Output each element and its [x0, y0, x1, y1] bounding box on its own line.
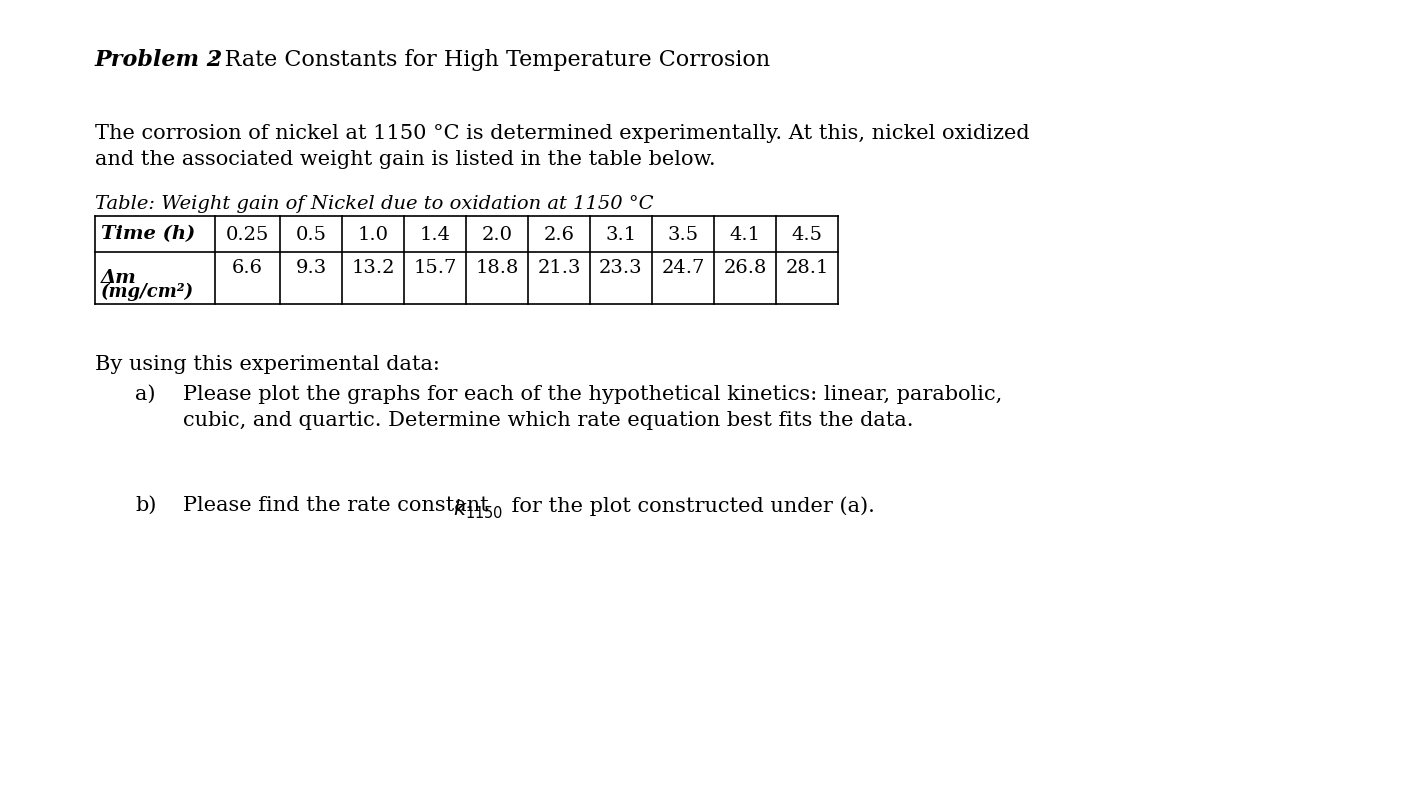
- Text: 3.5: 3.5: [668, 226, 699, 243]
- Text: 0.5: 0.5: [295, 226, 326, 243]
- Text: Table: Weight gain of Nickel due to oxidation at 1150 °C: Table: Weight gain of Nickel due to oxid…: [95, 195, 654, 213]
- Text: The corrosion of nickel at 1150 °C is determined experimentally. At this, nickel: The corrosion of nickel at 1150 °C is de…: [95, 124, 1029, 143]
- Text: 9.3: 9.3: [295, 259, 326, 277]
- Text: 6.6: 6.6: [233, 259, 262, 277]
- Text: (mg/cm²): (mg/cm²): [101, 283, 194, 301]
- Text: 15.7: 15.7: [413, 259, 457, 277]
- Text: 1.4: 1.4: [420, 226, 451, 243]
- Text: 3.1: 3.1: [605, 226, 637, 243]
- Text: 18.8: 18.8: [475, 259, 519, 277]
- Text: 2.6: 2.6: [543, 226, 574, 243]
- Text: 21.3: 21.3: [537, 259, 581, 277]
- Text: and the associated weight gain is listed in the table below.: and the associated weight gain is listed…: [95, 150, 716, 169]
- Text: Please plot the graphs for each of the hypothetical kinetics: linear, parabolic,: Please plot the graphs for each of the h…: [183, 385, 1003, 403]
- Text: Problem 2: Problem 2: [95, 49, 223, 71]
- Text: a): a): [135, 385, 156, 403]
- Text: 4.1: 4.1: [729, 226, 760, 243]
- Text: for the plot constructed under (a).: for the plot constructed under (a).: [505, 495, 875, 515]
- Text: 24.7: 24.7: [661, 259, 705, 277]
- Text: 28.1: 28.1: [786, 259, 828, 277]
- Text: : Rate Constants for High Temperature Corrosion: : Rate Constants for High Temperature Co…: [210, 49, 770, 71]
- Text: 0.25: 0.25: [225, 226, 269, 243]
- Text: b): b): [135, 495, 156, 515]
- Text: Δm: Δm: [101, 269, 136, 287]
- Text: 2.0: 2.0: [482, 226, 512, 243]
- Text: 23.3: 23.3: [600, 259, 642, 277]
- Text: 13.2: 13.2: [352, 259, 394, 277]
- Text: cubic, and quartic. Determine which rate equation best fits the data.: cubic, and quartic. Determine which rate…: [183, 410, 913, 430]
- Text: Please find the rate constant: Please find the rate constant: [183, 495, 495, 515]
- Text: $k_{1150}$: $k_{1150}$: [452, 496, 503, 520]
- Text: 1.0: 1.0: [357, 226, 389, 243]
- Text: 4.5: 4.5: [791, 226, 822, 243]
- Text: By using this experimental data:: By using this experimental data:: [95, 355, 440, 373]
- Text: Time (h): Time (h): [101, 225, 196, 243]
- Text: 26.8: 26.8: [723, 259, 767, 277]
